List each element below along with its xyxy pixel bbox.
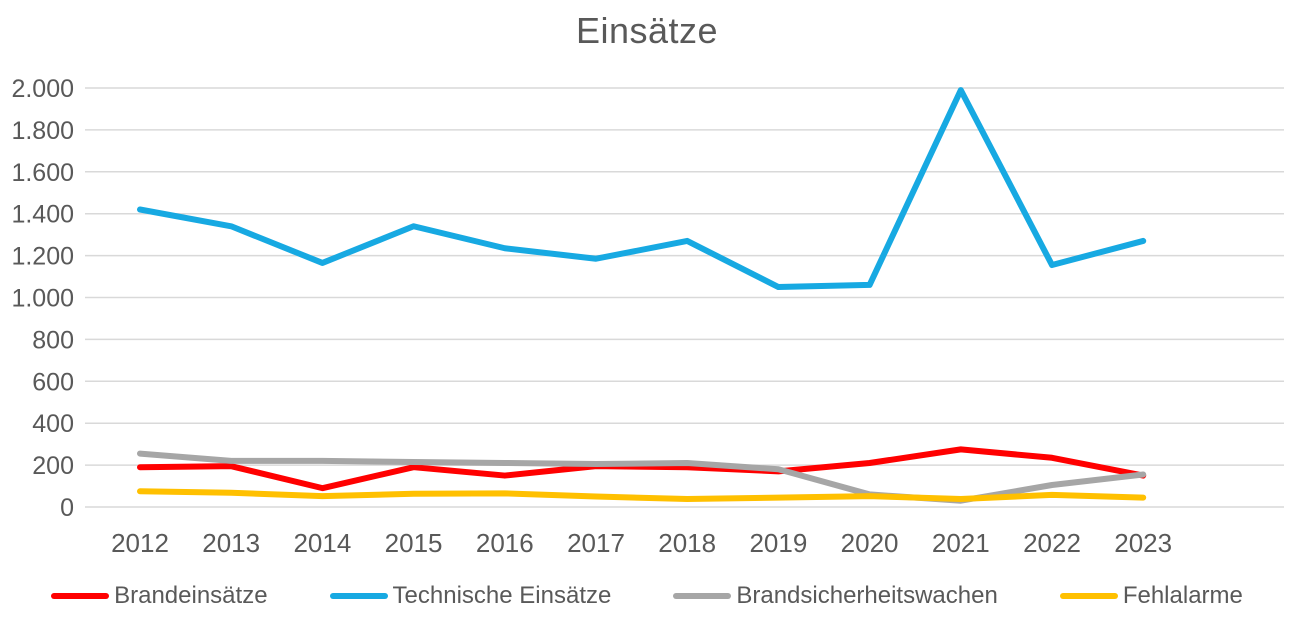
x-axis-tick-label: 2016 bbox=[476, 528, 534, 558]
x-axis-tick-label: 2013 bbox=[202, 528, 260, 558]
y-axis-tick-label: 1.800 bbox=[11, 117, 74, 145]
legend-swatch bbox=[1059, 593, 1118, 599]
x-axis-tick-label: 2018 bbox=[658, 528, 716, 558]
legend-swatch bbox=[673, 593, 732, 599]
y-axis-tick-label: 1.600 bbox=[11, 159, 74, 187]
series-line-4 bbox=[137, 488, 1147, 503]
y-axis-tick-label: 1.200 bbox=[11, 243, 74, 271]
x-axis-tick-label: 2012 bbox=[111, 528, 169, 558]
legend-label: Technische Einsätze bbox=[392, 582, 612, 609]
y-axis-tick-label: 1.000 bbox=[11, 285, 74, 313]
x-axis-tick-label: 2022 bbox=[1023, 528, 1081, 558]
legend-item: Fehlalarme bbox=[1059, 582, 1243, 610]
legend-swatch bbox=[329, 593, 388, 599]
y-axis-tick-label: 400 bbox=[32, 410, 74, 438]
x-axis-tick-label: 2023 bbox=[1114, 528, 1172, 558]
legend-label: Fehlalarme bbox=[1122, 582, 1243, 609]
legend-swatch bbox=[51, 593, 110, 599]
x-axis-tick-label: 2020 bbox=[841, 528, 899, 558]
y-axis-tick-label: 0 bbox=[60, 494, 74, 522]
x-axis-tick-label: 2017 bbox=[567, 528, 625, 558]
series-line-2 bbox=[137, 87, 1147, 291]
series-line-1 bbox=[137, 446, 1147, 492]
legend-label: Brandsicherheitswachen bbox=[736, 582, 998, 609]
y-axis-tick-label: 600 bbox=[32, 368, 74, 396]
x-axis-tick-label: 2019 bbox=[749, 528, 807, 558]
legend-item: Technische Einsätze bbox=[329, 582, 612, 610]
y-axis-tick-label: 2.000 bbox=[11, 75, 74, 103]
y-axis-tick-label: 1.400 bbox=[11, 201, 74, 229]
legend-label: Brandeinsätze bbox=[114, 582, 268, 609]
y-axis-tick-label: 800 bbox=[32, 326, 74, 354]
chart-title: Einsätze bbox=[575, 10, 719, 51]
legend-item: Brandeinsätze bbox=[51, 582, 268, 610]
x-axis-tick-label: 2014 bbox=[293, 528, 351, 558]
legend: Brandeinsätze Technische Einsätze Brandsic… bbox=[0, 582, 1294, 610]
x-axis-tick-label: 2015 bbox=[385, 528, 443, 558]
legend-item: Brandsicherheitswachen bbox=[673, 582, 998, 610]
y-axis-tick-label: 200 bbox=[32, 452, 74, 480]
x-axis-tick-label: 2021 bbox=[932, 528, 990, 558]
